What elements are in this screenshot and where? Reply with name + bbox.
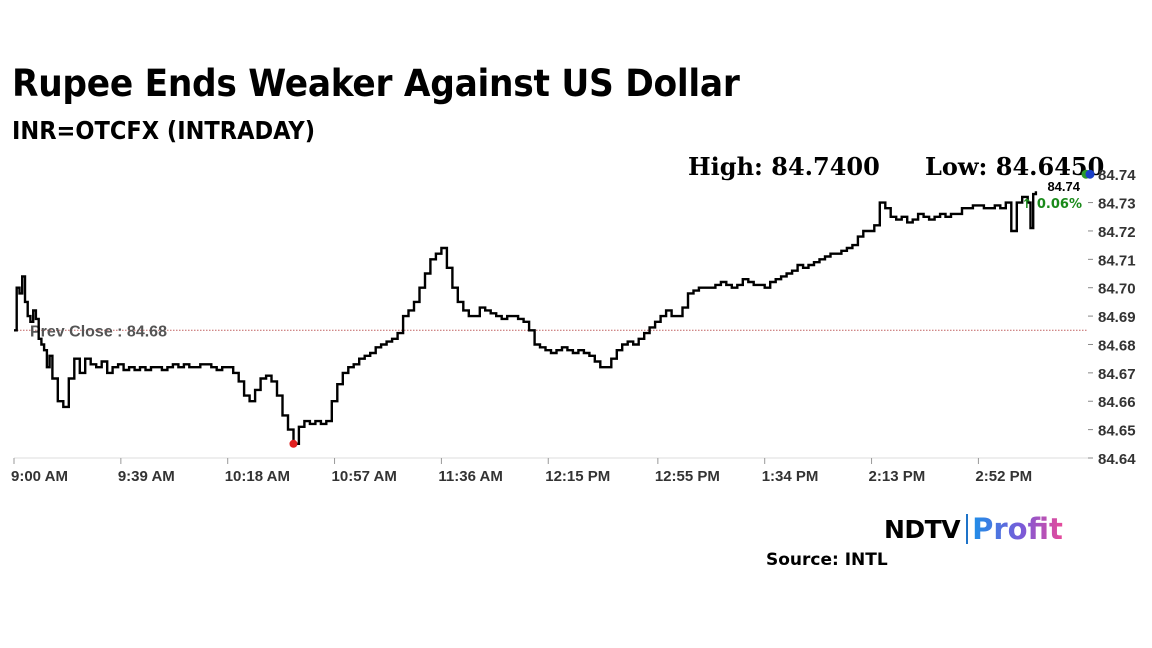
- y-tick-label: 84.73: [1098, 196, 1136, 213]
- source-note: Source: INTL: [766, 550, 888, 570]
- y-tick-label: 84.65: [1098, 423, 1136, 440]
- low-value: Low: 84.6450: [925, 152, 1105, 181]
- y-tick-label: 84.68: [1098, 337, 1136, 354]
- logo-ndtv-text: NDTV: [884, 514, 961, 544]
- price-series-line: [14, 191, 1038, 445]
- y-tick-label: 84.70: [1098, 281, 1136, 298]
- y-tick-label: 84.69: [1098, 309, 1136, 326]
- x-tick-label: 10:18 AM: [225, 468, 290, 485]
- y-tick-label: 84.71: [1098, 252, 1136, 269]
- x-tick-label: 2:13 PM: [869, 468, 926, 485]
- last-value-label: 84.74: [1047, 179, 1080, 194]
- marker-layer: 84.74 ↑ 0.06%: [289, 169, 1095, 448]
- y-tick-label: 84.74: [1098, 167, 1136, 184]
- y-tick-label: 84.72: [1098, 224, 1136, 241]
- x-tick-label: 2:52 PM: [975, 468, 1032, 485]
- logo-profit-text: Profit: [972, 512, 1063, 546]
- y-axis: 84.64 84.65 84.66 84.67 84.68 84.69 84.70 84.71…: [1088, 167, 1136, 468]
- x-axis: 9:00 AM 9:39 AM 10:18 AM 10:57 AM 11:36 AM 12…: [11, 457, 1088, 485]
- prev-close-label: Prev Close : 84.68: [30, 323, 167, 340]
- last-point-marker-blue: [1085, 169, 1095, 179]
- chart-title: Rupee Ends Weaker Against US Dollar: [12, 62, 740, 105]
- ndtv-profit-logo: NDTV Profit: [884, 512, 1063, 546]
- high-value: High: 84.7400: [688, 152, 880, 181]
- x-tick-label: 12:15 PM: [545, 468, 610, 485]
- price-line-layer: [14, 191, 1038, 445]
- low-point-marker: [289, 439, 298, 448]
- y-tick-label: 84.67: [1098, 366, 1136, 383]
- change-percent-label: ↑ 0.06%: [1021, 197, 1082, 212]
- y-tick-label: 84.66: [1098, 394, 1136, 411]
- x-tick-label: 9:39 AM: [118, 468, 175, 485]
- y-tick-label: 84.64: [1098, 451, 1136, 468]
- chart-subtitle: INR=OTCFX (INTRADAY): [12, 116, 316, 145]
- logo-divider: [966, 514, 969, 544]
- x-tick-label: 12:55 PM: [655, 468, 720, 485]
- x-tick-label: 11:36 AM: [438, 468, 502, 485]
- x-tick-label: 1:34 PM: [762, 468, 819, 485]
- prev-close-layer: Prev Close : 84.68: [14, 323, 1088, 340]
- x-tick-label: 10:57 AM: [332, 468, 397, 485]
- x-tick-label: 9:00 AM: [11, 468, 68, 485]
